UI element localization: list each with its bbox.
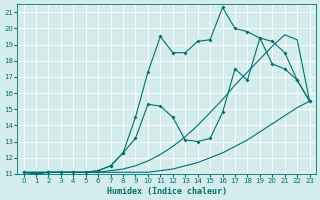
X-axis label: Humidex (Indice chaleur): Humidex (Indice chaleur) [107,187,227,196]
